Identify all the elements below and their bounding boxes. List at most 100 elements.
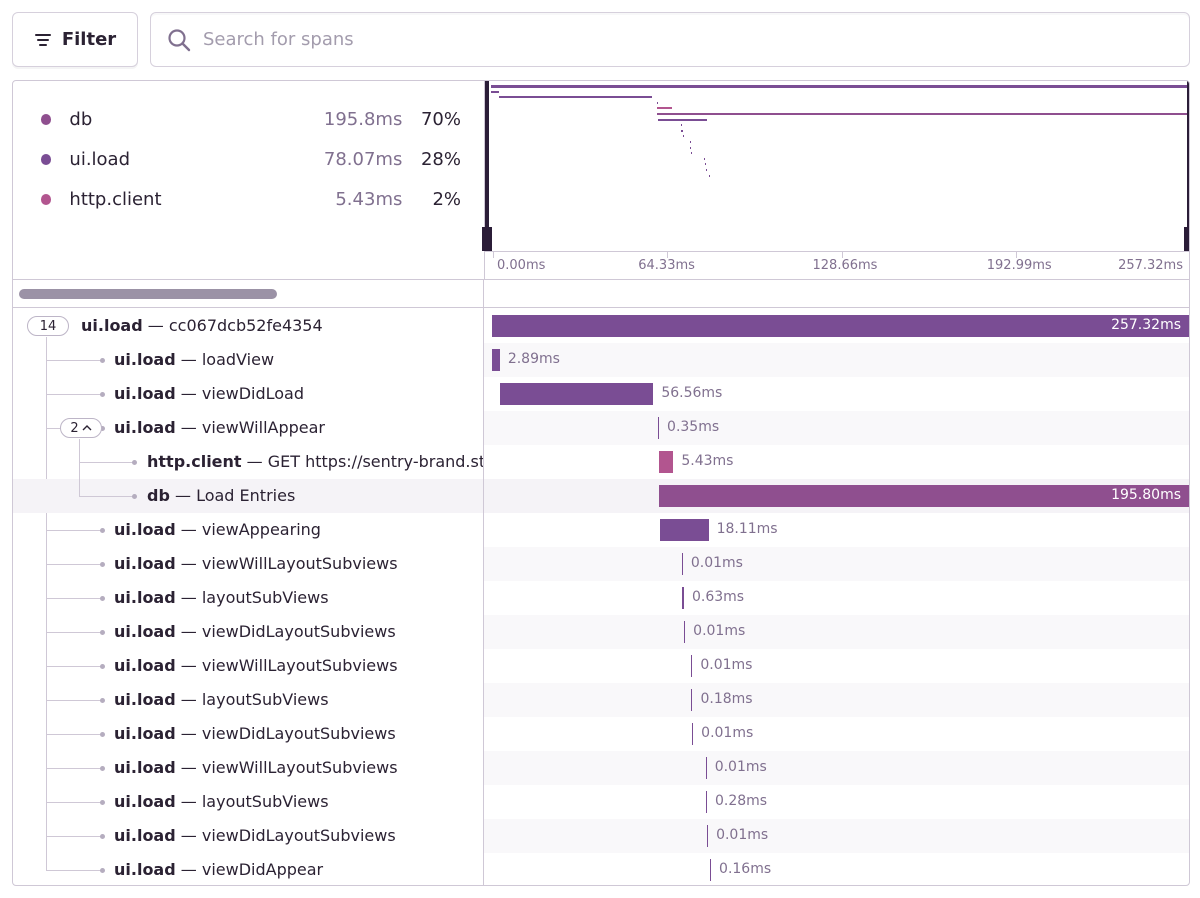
search-box[interactable] <box>150 12 1190 67</box>
span-bar[interactable] <box>658 451 674 473</box>
waterfall-cell[interactable]: 0.01ms <box>484 717 1189 751</box>
span-row[interactable]: 2 ui.load — viewWillAppear 0.35ms <box>13 411 1189 445</box>
minimap-span-bar <box>499 96 653 99</box>
span-tree-cell[interactable]: ui.load — viewDidLoad <box>13 377 483 411</box>
tree-node-dot <box>100 732 105 737</box>
span-duration: 0.01ms <box>701 725 754 741</box>
legend-item-ui-load[interactable]: ui.load 78.07ms 28% <box>41 147 461 171</box>
span-bar[interactable] <box>705 757 707 779</box>
waterfall-cell[interactable]: 18.11ms <box>484 513 1189 547</box>
span-separator: — <box>175 826 202 845</box>
span-bar[interactable] <box>658 417 660 439</box>
span-tree-cell[interactable]: 2 ui.load — viewWillAppear <box>13 411 483 445</box>
waterfall-cell[interactable]: 0.01ms <box>484 751 1189 785</box>
span-label: ui.load — viewDidAppear <box>114 860 323 879</box>
span-tree-cell[interactable]: ui.load — layoutSubViews <box>13 581 483 615</box>
span-bar[interactable] <box>659 519 709 541</box>
span-tree-cell[interactable]: ui.load — viewDidLayoutSubviews <box>13 819 483 853</box>
span-bar[interactable] <box>707 825 709 847</box>
span-bar[interactable] <box>500 383 654 405</box>
span-row[interactable]: ui.load — viewDidLayoutSubviews 0.01ms <box>13 615 1189 649</box>
span-row[interactable]: ui.load — loadView 2.89ms <box>13 343 1189 377</box>
span-row[interactable]: http.client — GET https://sentry-brand.s… <box>13 445 1189 479</box>
span-row[interactable]: ui.load — viewDidAppear 0.16ms <box>13 853 1189 885</box>
tree-node-dot <box>132 494 137 499</box>
span-row[interactable]: ui.load — layoutSubViews 0.18ms <box>13 683 1189 717</box>
span-bar[interactable] <box>692 723 694 745</box>
minimap-right-handle[interactable] <box>1187 81 1189 251</box>
span-bar[interactable] <box>492 315 1189 337</box>
span-bar[interactable] <box>705 791 707 813</box>
axis-tick <box>493 252 494 258</box>
waterfall-cell[interactable]: 2.89ms <box>484 343 1189 377</box>
span-row[interactable]: ui.load — layoutSubViews 0.28ms <box>13 785 1189 819</box>
waterfall-cell[interactable]: 0.28ms <box>484 785 1189 819</box>
span-row[interactable]: ui.load — viewWillLayoutSubviews 0.01ms <box>13 547 1189 581</box>
minimap-right-grip[interactable] <box>1184 227 1189 251</box>
column-divider[interactable] <box>483 309 484 885</box>
span-bar[interactable] <box>691 655 693 677</box>
span-description: viewDidLayoutSubviews <box>201 622 396 641</box>
minimap[interactable] <box>482 81 1189 251</box>
waterfall-cell[interactable]: 56.56ms <box>484 377 1189 411</box>
span-tree-cell[interactable]: ui.load — loadView <box>13 343 483 377</box>
waterfall-cell[interactable]: 0.01ms <box>484 547 1189 581</box>
span-duration: 56.56ms <box>661 385 723 401</box>
span-bar[interactable] <box>684 621 686 643</box>
span-tree-cell[interactable]: ui.load — viewDidAppear <box>13 853 483 885</box>
span-row-root[interactable]: 14 ui.load — cc067dcb52fe4354 257.32ms <box>13 309 1189 343</box>
waterfall-cell[interactable]: 0.35ms <box>484 411 1189 445</box>
children-count-badge[interactable]: 14 <box>27 316 69 336</box>
span-tree-cell[interactable]: db — Load Entries <box>13 479 483 513</box>
span-row[interactable]: ui.load — viewWillLayoutSubviews 0.01ms <box>13 751 1189 785</box>
span-tree-cell[interactable]: ui.load — viewWillLayoutSubviews <box>13 649 483 683</box>
span-op: ui.load <box>114 792 176 811</box>
span-tree-cell[interactable]: ui.load — viewWillLayoutSubviews <box>13 751 483 785</box>
span-description: Load Entries <box>196 486 296 505</box>
minimap-left-handle[interactable] <box>485 81 489 251</box>
span-tree-cell[interactable]: ui.load — viewWillLayoutSubviews <box>13 547 483 581</box>
waterfall-cell[interactable]: 0.01ms <box>484 615 1189 649</box>
waterfall-cell[interactable]: 5.43ms <box>484 445 1189 479</box>
filter-button[interactable]: Filter <box>12 12 138 67</box>
search-input[interactable] <box>203 29 1103 50</box>
span-row[interactable]: ui.load — viewDidLayoutSubviews 0.01ms <box>13 819 1189 853</box>
minimap-left-grip[interactable] <box>482 227 492 251</box>
span-bar[interactable] <box>658 485 1189 507</box>
legend-item-db[interactable]: db 195.8ms 70% <box>41 107 461 131</box>
span-tree-cell[interactable]: ui.load — layoutSubViews <box>13 785 483 819</box>
span-tree-cell[interactable]: ui.load — viewDidLayoutSubviews <box>13 615 483 649</box>
waterfall-cell[interactable]: 0.16ms <box>484 853 1189 885</box>
waterfall-cell[interactable]: 0.18ms <box>484 683 1189 717</box>
span-bar[interactable] <box>492 349 500 371</box>
span-row[interactable]: db — Load Entries 195.80ms <box>13 479 1189 513</box>
group-toggle-badge[interactable]: 2 <box>60 418 102 438</box>
span-row[interactable]: ui.load — layoutSubViews 0.63ms <box>13 581 1189 615</box>
span-bar[interactable] <box>681 553 683 575</box>
waterfall-cell[interactable]: 257.32ms <box>484 309 1189 343</box>
span-tree-cell[interactable]: ui.load — viewDidLayoutSubviews <box>13 717 483 751</box>
span-bar[interactable] <box>710 859 712 881</box>
minimap-span-bar <box>708 174 710 177</box>
span-tree-cell[interactable]: ui.load — viewAppearing <box>13 513 483 547</box>
span-row[interactable]: ui.load — viewDidLayoutSubviews 0.01ms <box>13 717 1189 751</box>
span-bar[interactable] <box>691 689 693 711</box>
waterfall-cell[interactable]: 0.01ms <box>484 649 1189 683</box>
span-tree-cell[interactable]: http.client — GET https://sentry-brand.s… <box>13 445 483 479</box>
axis-tick <box>841 252 843 258</box>
span-separator: — <box>175 418 202 437</box>
span-row[interactable]: ui.load — viewAppearing 18.11ms <box>13 513 1189 547</box>
span-tree-cell[interactable]: ui.load — layoutSubViews <box>13 683 483 717</box>
span-row[interactable]: ui.load — viewWillLayoutSubviews 0.01ms <box>13 649 1189 683</box>
horizontal-scrollbar-thumb[interactable] <box>19 289 277 299</box>
span-row[interactable]: ui.load — viewDidLoad 56.56ms <box>13 377 1189 411</box>
span-description: loadView <box>201 350 275 369</box>
span-bar[interactable] <box>682 587 684 609</box>
tree-connector <box>46 802 101 803</box>
span-tree-cell[interactable]: 14 ui.load — cc067dcb52fe4354 <box>13 309 483 343</box>
legend-item-http-client[interactable]: http.client 5.43ms 2% <box>41 187 461 211</box>
tree-node-dot <box>100 358 105 363</box>
waterfall-cell[interactable]: 0.63ms <box>484 581 1189 615</box>
waterfall-cell[interactable]: 195.80ms <box>484 479 1189 513</box>
waterfall-cell[interactable]: 0.01ms <box>484 819 1189 853</box>
